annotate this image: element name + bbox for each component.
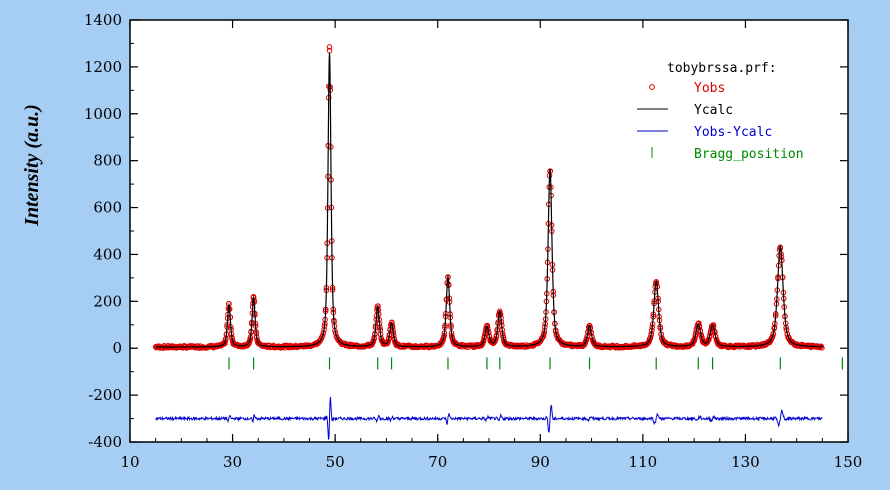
x-tick-label: 130 <box>731 453 760 471</box>
x-tick-label: 50 <box>326 453 345 471</box>
yobs-point <box>480 339 486 346</box>
yobs-point <box>393 340 399 347</box>
yobs-point <box>819 345 825 351</box>
y-tick-label: 1400 <box>84 11 122 29</box>
x-tick-label: 70 <box>428 453 447 471</box>
legend: tobybrssa.prf: Yobs Ycalc Yobs-Ycalc Bra… <box>637 61 804 162</box>
yobs-point <box>231 340 237 347</box>
yobs-point <box>593 342 599 348</box>
y-tick-label: 1200 <box>84 58 122 76</box>
yobs-point <box>388 320 395 326</box>
y-tick-label: 400 <box>93 245 122 263</box>
y-tick-label: 800 <box>93 152 122 170</box>
x-axis: 10 30 50 70 90 110 130 150 <box>120 20 862 471</box>
x-tick-label: 150 <box>834 453 863 471</box>
yobs-point <box>385 338 391 345</box>
legend-title: tobybrssa.prf: <box>667 61 777 76</box>
plot-area <box>129 19 849 443</box>
yobs-point <box>440 337 446 344</box>
yobs-point <box>503 341 510 347</box>
yobs-point <box>394 342 401 348</box>
yobs-point <box>319 332 326 339</box>
y-tick-label: 200 <box>93 292 122 310</box>
bragg-ticks <box>228 357 843 370</box>
y-tick-label: 600 <box>93 199 122 217</box>
yobs-point <box>496 308 503 315</box>
yobs-point <box>326 44 333 50</box>
calculated-curve <box>155 52 823 348</box>
legend-yobs-marker <box>649 84 655 90</box>
difference-curve <box>155 396 823 440</box>
yobs-point <box>502 340 509 346</box>
y-axis-title: Intensity (a.u.) <box>21 104 43 227</box>
y-tick-label: -400 <box>88 433 122 451</box>
diff-line <box>155 396 823 440</box>
yobs-point <box>705 336 712 343</box>
y-axis: -400 -200 0 200 400 600 800 1000 1200 1400 <box>84 11 848 451</box>
legend-diff-label: Yobs-Ycalc <box>694 125 772 140</box>
x-tick-label: 30 <box>223 453 242 471</box>
y-tick-label: 1000 <box>84 105 122 123</box>
yobs-point <box>646 338 653 344</box>
y-tick-label: -200 <box>88 386 122 404</box>
yobs-point <box>691 336 698 343</box>
legend-ycalc-label: Ycalc <box>694 103 733 118</box>
yobs-point <box>769 334 775 341</box>
yobs-point <box>255 340 262 347</box>
x-tick-label: 90 <box>531 453 550 471</box>
yobs-point <box>370 338 377 345</box>
x-tick-label: 110 <box>629 453 658 471</box>
yobs-point <box>661 339 667 346</box>
yobs-point <box>450 339 457 345</box>
ycalc-line <box>155 52 823 348</box>
legend-yobs-label: Yobs <box>694 81 725 96</box>
x-tick-label: 10 <box>120 453 139 471</box>
yobs-point <box>786 337 793 343</box>
y-tick-label: 0 <box>112 339 122 357</box>
legend-bragg-label: Bragg_position <box>694 147 804 162</box>
